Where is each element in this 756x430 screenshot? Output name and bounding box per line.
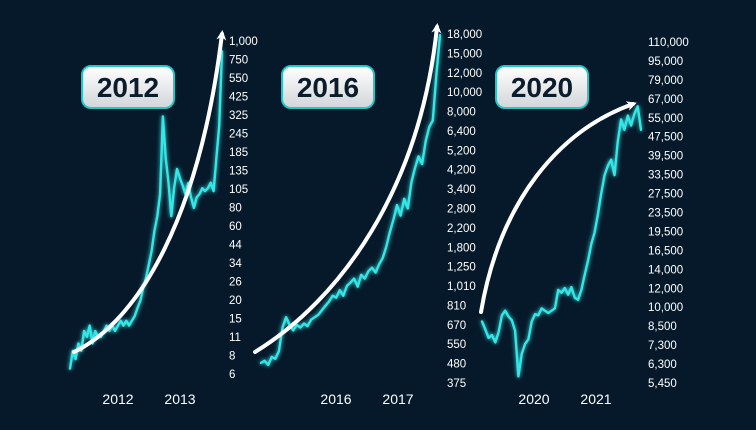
trend-arrow-icon	[479, 101, 637, 314]
price-line	[68, 50, 224, 370]
y-tick-label: 23,500	[648, 208, 683, 220]
x-tick-label: 2021	[580, 391, 611, 407]
y-tick-label: 3,400	[447, 184, 476, 196]
price-line	[480, 105, 643, 378]
y-tick-label: 185	[229, 147, 248, 159]
y-tick-label: 14,000	[648, 264, 683, 276]
y-tick-label: 2,800	[447, 204, 476, 216]
y-tick-label: 135	[229, 166, 248, 178]
y-tick-label: 44	[229, 240, 242, 252]
y-tick-label: 6,300	[648, 359, 677, 371]
y-tick-label: 11	[229, 332, 241, 344]
y-tick-label: 6	[229, 369, 235, 381]
y-tick-label: 105	[229, 184, 248, 196]
x-tick-label: 2020	[518, 391, 549, 407]
y-tick-label: 480	[447, 359, 466, 371]
y-tick-label: 8	[229, 351, 235, 363]
trend-arrow-icon	[72, 30, 227, 354]
year-badge-label: 2016	[297, 72, 359, 103]
y-tick-label: 110,000	[648, 37, 689, 49]
trend-arrow-icon	[253, 23, 442, 354]
year-badge-label: 2012	[97, 72, 159, 103]
y-tick-label: 67,000	[648, 94, 683, 106]
year-badge	[495, 65, 589, 109]
y-tick-label: 750	[229, 55, 248, 67]
y-tick-label: 95,000	[648, 56, 683, 68]
x-tick-label: 2017	[382, 391, 413, 407]
chart-panel-2016: 18,000 15,000 12,000 10,000 8,000 6,400 5,200 4…	[253, 23, 482, 407]
y-tick-label: 60	[229, 221, 242, 233]
y-tick-label: 10,000	[447, 87, 482, 99]
y-tick-label: 19,500	[648, 226, 683, 238]
x-tick-label: 2016	[320, 391, 351, 407]
y-tick-label: 27,500	[648, 189, 683, 201]
x-tick-label: 2012	[102, 391, 133, 407]
y-tick-label: 7,300	[648, 340, 677, 352]
y-tick-label: 12,000	[447, 68, 482, 80]
y-tick-label: 1,250	[447, 262, 476, 274]
chart-panel-2012: 1,000 750 550 425 325 245 185 135 105 80 60 44 34 26 2…	[68, 30, 258, 407]
y-tick-label: 39,500	[648, 151, 683, 163]
y-tick-label: 1,800	[447, 242, 476, 254]
y-tick-label: 8,500	[648, 321, 677, 333]
y-tick-label: 245	[229, 129, 248, 141]
y-tick-label: 15,000	[447, 48, 482, 60]
year-badge	[281, 65, 375, 109]
y-tick-label: 12,000	[648, 283, 683, 295]
y-tick-label: 18,000	[447, 29, 482, 41]
y-tick-label: 810	[447, 300, 466, 312]
y-tick-label: 16,500	[648, 245, 683, 257]
y-tick-label: 375	[447, 378, 466, 390]
y-tick-label: 4,200	[447, 165, 476, 177]
y-tick-label: 6,400	[447, 126, 476, 138]
y-tick-label: 5,450	[648, 378, 677, 390]
y-tick-label: 47,500	[648, 132, 683, 144]
y-tick-label: 33,500	[648, 170, 683, 182]
y-tick-label: 55,000	[648, 113, 683, 125]
y-tick-label: 325	[229, 110, 248, 122]
y-tick-label: 80	[229, 203, 242, 215]
y-tick-label: 5,200	[447, 145, 476, 157]
y-tick-label: 26	[229, 277, 242, 289]
y-tick-label: 550	[229, 73, 248, 85]
y-tick-label: 8,000	[447, 107, 476, 119]
chart-panel-2020: 110,000 95,000 79,000 67,000 55,000 47,500 39,…	[479, 37, 689, 407]
year-badge-label: 2020	[511, 72, 573, 103]
y-tick-label: 550	[447, 339, 466, 351]
y-tick-label: 2,200	[447, 223, 476, 235]
y-tick-label: 79,000	[648, 75, 683, 87]
year-badge	[81, 65, 175, 109]
y-tick-label: 15	[229, 314, 242, 326]
x-tick-label: 2013	[164, 391, 195, 407]
y-tick-label: 1,000	[229, 36, 258, 48]
y-tick-label: 425	[229, 92, 248, 104]
y-tick-label: 20	[229, 295, 242, 307]
y-tick-label: 10,000	[648, 302, 683, 314]
y-tick-label: 34	[229, 258, 242, 270]
y-tick-label: 1,010	[447, 281, 476, 293]
y-tick-label: 670	[447, 320, 466, 332]
